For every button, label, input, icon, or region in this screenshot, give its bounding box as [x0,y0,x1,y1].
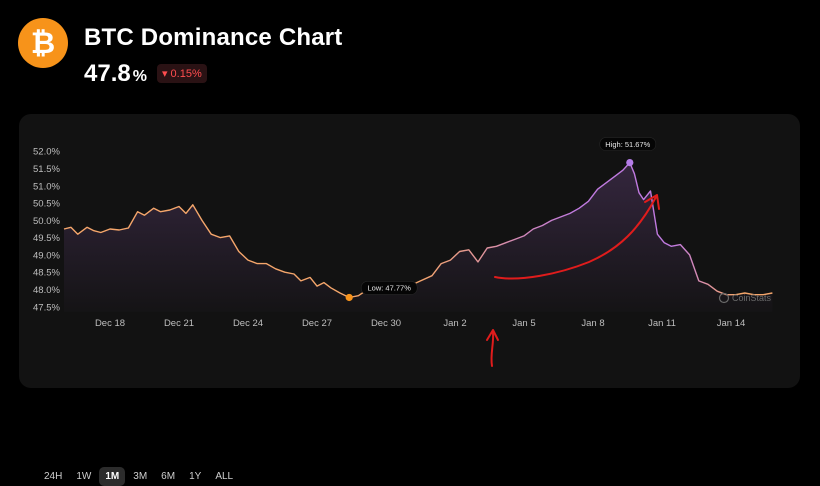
area-fill [64,162,773,312]
range-button-3m[interactable]: 3M [133,471,148,482]
bitcoin-logo-icon: ₿ [18,18,68,68]
range-button-6m[interactable]: 6M [161,471,176,482]
x-tick-label: Dec 27 [302,318,332,329]
range-button-all[interactable]: ALL [215,471,234,482]
vertical-arrow-line [490,331,495,367]
coinstats-icon [718,292,730,304]
x-tick-label: Jan 11 [648,318,676,329]
y-tick-label: 47.5% [33,302,60,313]
vertical-arrow-head [486,329,499,341]
change-badge: ▾ 0.15% [156,64,207,83]
x-tick-label: Jan 8 [581,318,604,329]
curved-arrow-line [494,196,657,280]
x-tick-label: Dec 18 [95,318,125,329]
range-button-24h[interactable]: 24H [44,471,63,482]
y-tick-label: 48.0% [33,285,60,296]
time-range-selector: 24H 1W 1M 3M 6M 1Y ALL [38,467,239,486]
current-value-row: 47.8 % ▾ 0.15% [84,60,207,88]
y-tick-label: 49.5% [33,233,60,244]
high-label: High: 51.67% [605,140,650,149]
y-tick-label: 49.0% [33,250,60,261]
dominance-chart[interactable]: 52.0% 51.5% 51.0% 50.5% 50.0% 49.5% 49.0% 48.5%… [19,114,800,388]
watermark: CoinStats [718,292,772,304]
current-value: 47.8 [84,60,131,87]
chart-panel: 52.0% 51.5% 51.0% 50.5% 50.0% 49.5% 49.0% 48.5%… [19,114,800,486]
x-tick-label: Dec 21 [164,318,194,329]
y-tick-label: 52.0% [33,147,60,158]
x-tick-label: Jan 2 [443,318,466,329]
high-tooltip [599,137,657,151]
x-tick-label: Dec 30 [371,318,401,329]
x-tick-label: Dec 24 [233,318,263,329]
range-button-1w[interactable]: 1W [76,471,92,482]
page-title: BTC Dominance Chart [84,24,343,51]
y-tick-label: 51.5% [33,164,60,175]
current-value-unit: % [132,68,147,85]
low-tooltip [360,281,418,295]
y-tick-label: 51.0% [33,181,60,192]
y-tick-label: 50.5% [33,199,60,210]
x-tick-label: Jan 14 [717,318,746,329]
y-tick-label: 48.5% [33,268,60,279]
y-tick-label: 50.0% [33,216,60,227]
range-button-1y[interactable]: 1Y [189,471,202,482]
x-tick-label: Jan 5 [512,318,535,329]
watermark-text: CoinStats [732,293,772,303]
curved-arrow-head [644,194,660,210]
high-marker [626,159,634,167]
series-line [63,161,773,299]
bitcoin-glyph: ₿ [30,25,56,61]
range-button-1m[interactable]: 1M [99,467,126,486]
low-marker [345,293,353,302]
low-label: Low: 47.77% [368,284,412,293]
red-annotation [486,194,660,367]
